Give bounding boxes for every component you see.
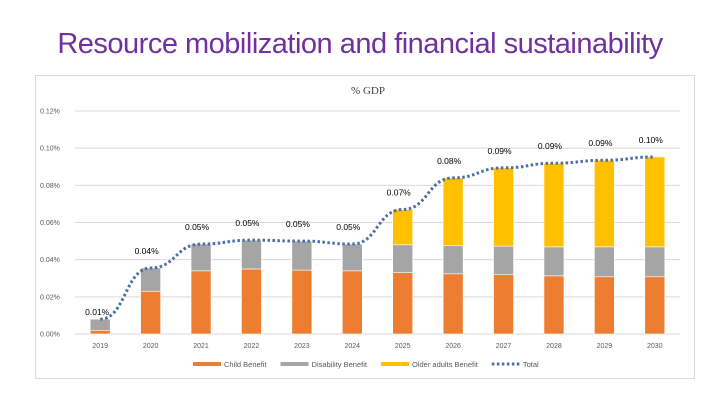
bar-older-adults-benefit bbox=[644, 156, 666, 248]
bar-disability-benefit bbox=[190, 243, 212, 272]
legend-total-label: Total bbox=[523, 360, 539, 369]
data-label: 0.05% bbox=[286, 219, 311, 229]
x-tick-label: 2019 bbox=[92, 343, 108, 350]
legend-child-benefit-swatch bbox=[193, 362, 221, 366]
y-tick-label: 0.12% bbox=[40, 109, 60, 116]
y-tick-label: 0.04% bbox=[40, 257, 60, 264]
bar-older-adults-benefit bbox=[493, 167, 514, 247]
legend-disability-benefit-swatch bbox=[280, 362, 309, 366]
bar-child-benefit bbox=[89, 329, 111, 335]
legend-child-benefit-label: Child Benefit bbox=[224, 360, 267, 369]
x-tick-label: 2029 bbox=[597, 343, 613, 350]
bar-disability-benefit bbox=[442, 245, 464, 275]
data-label: 0.01% bbox=[85, 307, 110, 317]
bar-child-benefit bbox=[241, 268, 262, 335]
data-label: 0.05% bbox=[185, 222, 210, 232]
y-tick-label: 0.10% bbox=[40, 146, 60, 153]
legend-older-adults-benefit-swatch bbox=[380, 362, 409, 366]
bar-older-adults-benefit bbox=[543, 162, 565, 248]
x-tick-label: 2026 bbox=[445, 343, 461, 350]
bar-child-benefit bbox=[392, 272, 414, 335]
x-tick-label: 2028 bbox=[546, 343, 562, 350]
bar-child-benefit bbox=[543, 275, 565, 335]
slide-title: Resource mobilization and financial sust… bbox=[57, 28, 663, 60]
data-label: 0.08% bbox=[437, 156, 462, 166]
y-tick-label: 0.06% bbox=[40, 220, 60, 227]
bar-disability-benefit bbox=[543, 246, 565, 277]
data-label: 0.04% bbox=[135, 246, 160, 256]
bar-child-benefit bbox=[341, 270, 363, 335]
bar-older-adults-benefit bbox=[594, 159, 615, 248]
bar-child-benefit bbox=[644, 276, 666, 335]
bar-older-adults-benefit bbox=[442, 177, 464, 247]
x-tick-label: 2027 bbox=[496, 343, 512, 350]
x-tick-label: 2030 bbox=[647, 343, 663, 350]
bar-child-benefit bbox=[140, 290, 161, 335]
bar-disability-benefit bbox=[594, 246, 615, 278]
legend-disability-benefit-label: Disability Benefit bbox=[312, 360, 368, 369]
x-tick-label: 2024 bbox=[345, 343, 361, 350]
data-label: 0.09% bbox=[538, 141, 563, 151]
legend-older-adults-benefit-label: Older adults Benefit bbox=[412, 360, 479, 369]
y-tick-label: 0.02% bbox=[40, 294, 60, 301]
bar-child-benefit bbox=[442, 273, 464, 335]
x-tick-label: 2021 bbox=[193, 343, 209, 350]
bar-child-benefit bbox=[493, 274, 514, 335]
bar-disability-benefit bbox=[89, 318, 111, 331]
chart-container bbox=[35, 75, 695, 379]
bar-child-benefit bbox=[190, 270, 212, 335]
bar-child-benefit bbox=[291, 269, 313, 335]
bar-child-benefit bbox=[594, 276, 615, 335]
x-tick-label: 2023 bbox=[294, 343, 310, 350]
y-tick-label: 0.00% bbox=[40, 332, 60, 339]
bar-disability-benefit bbox=[291, 240, 313, 271]
x-tick-label: 2022 bbox=[244, 343, 260, 350]
data-label: 0.09% bbox=[487, 146, 512, 156]
bar-disability-benefit bbox=[241, 239, 262, 270]
data-label: 0.07% bbox=[387, 187, 412, 197]
bar-disability-benefit bbox=[341, 243, 363, 272]
bar-disability-benefit bbox=[493, 245, 514, 276]
total-line bbox=[100, 155, 655, 321]
x-tick-label: 2020 bbox=[143, 343, 159, 350]
bar-disability-benefit bbox=[140, 267, 161, 292]
y-tick-label: 0.08% bbox=[40, 183, 60, 190]
bar-disability-benefit bbox=[644, 246, 666, 278]
x-tick-label: 2025 bbox=[395, 343, 411, 350]
chart-title: % GDP bbox=[351, 85, 385, 97]
data-label: 0.09% bbox=[588, 138, 613, 148]
data-label: 0.05% bbox=[235, 218, 260, 228]
bar-disability-benefit bbox=[392, 244, 414, 273]
data-label: 0.05% bbox=[336, 222, 361, 232]
bar-older-adults-benefit bbox=[392, 209, 414, 246]
data-label: 0.10% bbox=[639, 135, 664, 145]
